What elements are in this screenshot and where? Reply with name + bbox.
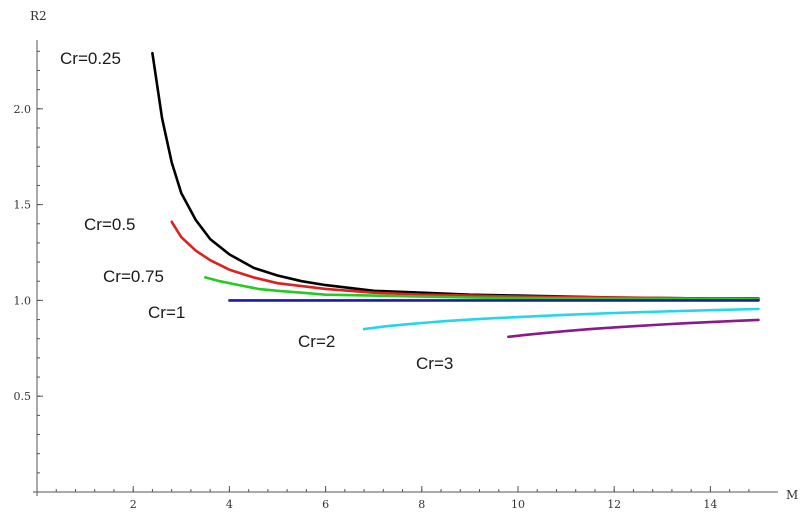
x-tick-label: 6 bbox=[322, 498, 329, 511]
y-tick-label: 1.0 bbox=[14, 294, 32, 307]
tick-marks bbox=[37, 50, 750, 492]
curve-label-cr-2: Cr=2 bbox=[298, 332, 335, 351]
y-tick-label: 0.5 bbox=[14, 390, 32, 403]
x-axis-label: M bbox=[786, 488, 798, 502]
y-tick-label: 2.0 bbox=[14, 103, 32, 116]
series-line-cr-2 bbox=[362, 307, 760, 331]
series-line-cr-0-25 bbox=[151, 51, 760, 300]
series-lines bbox=[151, 51, 760, 339]
x-tick-label: 8 bbox=[418, 498, 425, 511]
x-tick-label: 10 bbox=[511, 498, 525, 511]
y-tick-label: 1.5 bbox=[14, 199, 32, 212]
tick-labels: 2 4 6 8 10 12 14 0.5 1.0 1.5 2.0 bbox=[14, 103, 718, 511]
curve-label-cr-0-25: Cr=0.25 bbox=[60, 49, 121, 68]
series-line-cr-3 bbox=[507, 318, 760, 339]
curve-annotations: Cr=0.25 Cr=0.5 Cr=0.75 Cr=1 Cr=2 Cr=3 bbox=[60, 49, 453, 373]
series-line-cr-0-75 bbox=[204, 276, 760, 301]
axes bbox=[33, 40, 778, 496]
y-axis-label: R2 bbox=[30, 9, 47, 23]
curve-label-cr-0-75: Cr=0.75 bbox=[103, 267, 164, 286]
curve-label-cr-1: Cr=1 bbox=[148, 303, 185, 322]
x-tick-label: 12 bbox=[607, 498, 621, 511]
curve-label-cr-3: Cr=3 bbox=[416, 354, 453, 373]
series-line-cr-0-5 bbox=[170, 220, 760, 300]
x-tick-label: 14 bbox=[703, 498, 717, 511]
x-tick-label: 4 bbox=[226, 498, 233, 511]
x-tick-label: 2 bbox=[130, 498, 137, 511]
curve-label-cr-0-5: Cr=0.5 bbox=[84, 215, 136, 234]
